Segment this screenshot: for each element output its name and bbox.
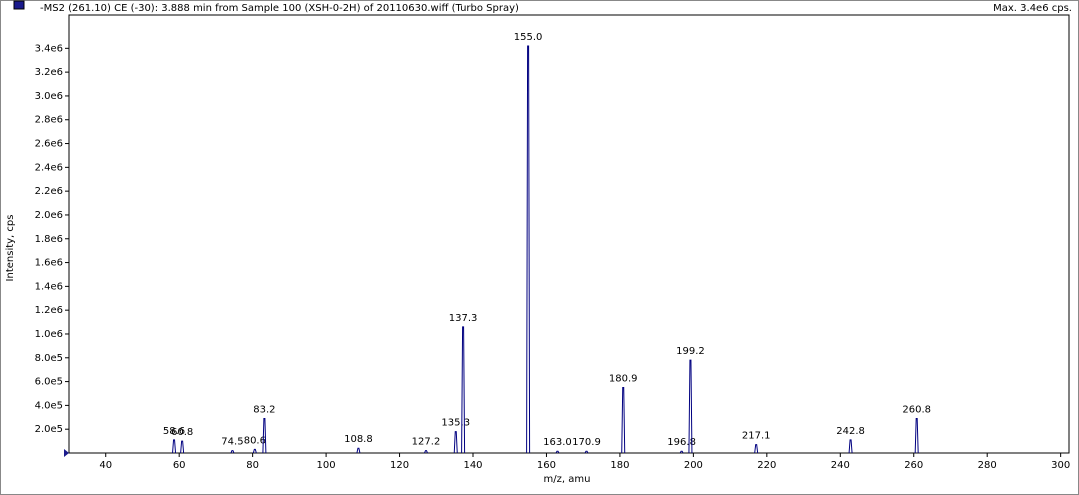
peak-label: 80.6: [244, 435, 266, 446]
peak-label: 163.0: [543, 437, 572, 448]
y-tick-label: 1.0e6: [35, 329, 63, 340]
y-tick-label: 1.8e6: [35, 234, 63, 245]
y-tick-label: 4.0e5: [35, 400, 63, 411]
peak-label: 170.9: [572, 437, 601, 448]
y-axis-label: Intensity, cps: [5, 215, 16, 282]
y-tick-label: 2.0e5: [35, 424, 63, 435]
peak: [679, 450, 684, 454]
peak-label: 74.5: [221, 437, 243, 448]
peak: [172, 439, 177, 454]
y-tick-label: 1.2e6: [35, 305, 63, 316]
x-tick-label: 280: [978, 460, 997, 471]
peak: [555, 450, 560, 454]
peak: [754, 444, 759, 454]
peak: [688, 359, 693, 454]
peak: [461, 326, 466, 454]
y-tick-label: 6.0e5: [35, 377, 63, 388]
y-tick-label: 3.2e6: [35, 67, 63, 78]
peak-label: 137.3: [449, 313, 478, 324]
y-tick-label: 2.0e6: [35, 210, 63, 221]
peak-label: 60.8: [171, 427, 193, 438]
y-tick-label: 2.8e6: [35, 115, 63, 126]
peak: [584, 450, 589, 454]
peak: [252, 448, 257, 454]
x-tick-label: 200: [684, 460, 703, 471]
peak-label: 135.3: [441, 418, 470, 429]
peak: [424, 450, 428, 454]
peak: [356, 447, 361, 454]
y-tick-label: 2.4e6: [35, 162, 63, 173]
y-tick-label: 3.4e6: [35, 43, 63, 54]
peak: [230, 450, 235, 454]
x-tick-label: 300: [1051, 460, 1070, 471]
peak: [180, 440, 185, 454]
axis-marker: [64, 449, 69, 457]
max-label: Max. 3.4e6 cps.: [993, 3, 1072, 14]
peak-label: 58.6: [163, 426, 185, 437]
y-tick-label: 8.0e5: [35, 353, 63, 364]
x-tick-label: 120: [390, 460, 409, 471]
peak: [848, 439, 853, 454]
y-tick-label: 2.2e6: [35, 186, 63, 197]
x-tick-label: 180: [610, 460, 629, 471]
y-tick-label: 3.0e6: [35, 91, 63, 102]
peak-label: 196.8: [667, 437, 696, 448]
x-tick-label: 260: [904, 460, 923, 471]
x-tick-label: 240: [831, 460, 850, 471]
x-tick-label: 140: [463, 460, 482, 471]
chart-title: -MS2 (261.10) CE (-30): 3.888 min from S…: [40, 3, 519, 14]
legend-icon: [13, 0, 25, 10]
x-tick-label: 220: [757, 460, 776, 471]
peak-label: 242.8: [836, 426, 865, 437]
x-tick-label: 160: [537, 460, 556, 471]
peak: [621, 387, 626, 454]
x-tick-label: 60: [173, 460, 186, 471]
peak-label: 217.1: [742, 431, 771, 442]
y-tick-label: 1.4e6: [35, 281, 63, 292]
plot-area: [68, 14, 1070, 454]
peak-label: 108.8: [344, 434, 373, 445]
x-tick-label: 100: [317, 460, 336, 471]
x-tick-label: 80: [246, 460, 259, 471]
peak: [262, 417, 267, 454]
x-axis-label: m/z, amu: [544, 474, 591, 485]
peak: [453, 431, 458, 454]
peak: [914, 417, 919, 454]
peak-label: 199.2: [676, 346, 705, 357]
peak-label: 180.9: [609, 374, 638, 385]
peak-label: 83.2: [253, 404, 275, 415]
y-tick-label: 2.6e6: [35, 139, 63, 150]
x-tick-label: 40: [99, 460, 112, 471]
peak-label: 260.8: [902, 404, 931, 415]
peak-label: 127.2: [412, 437, 441, 448]
peak-label: 155.0: [514, 32, 543, 43]
y-tick-label: 1.6e6: [35, 258, 63, 269]
peak: [526, 45, 531, 454]
